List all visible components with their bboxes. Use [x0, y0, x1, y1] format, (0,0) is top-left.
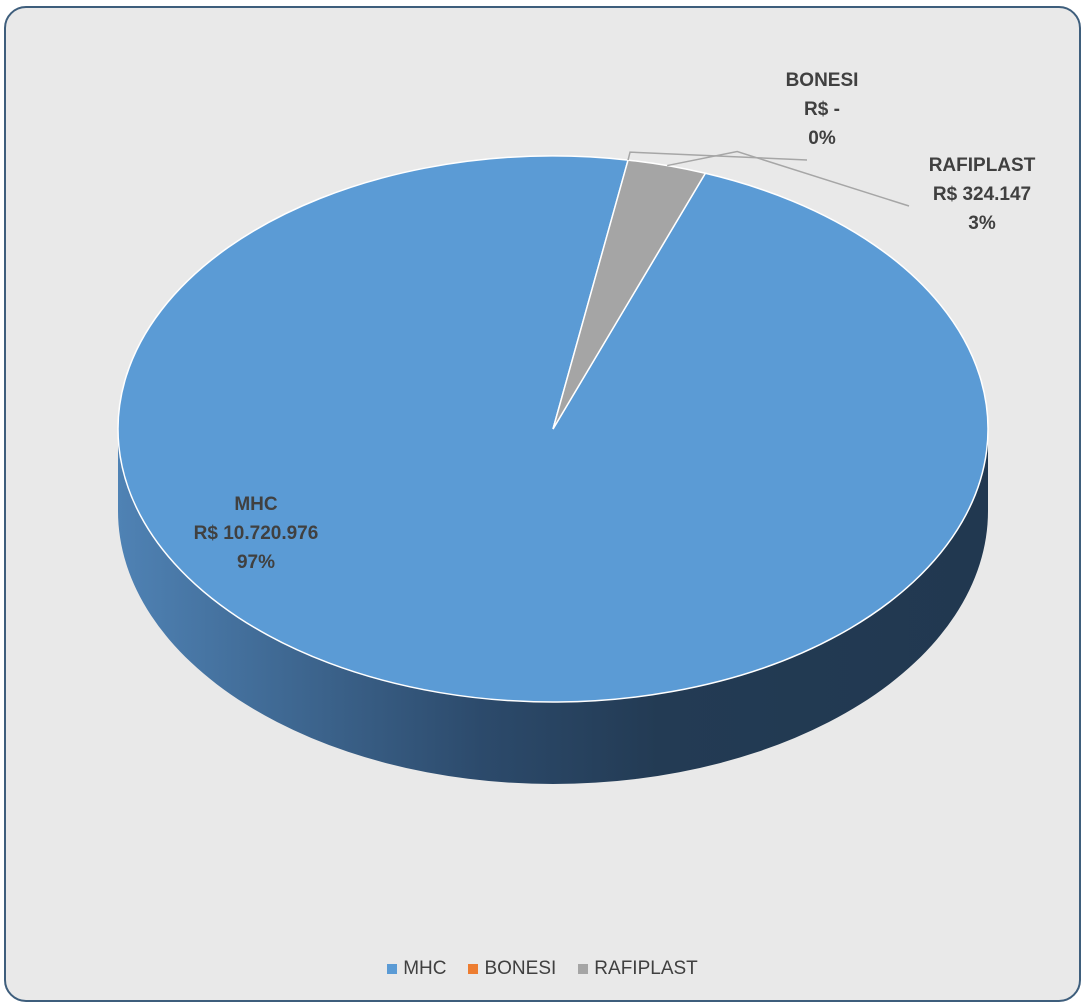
data-label-value: R$ 324.147	[932, 184, 1032, 205]
data-label-mhc: MHC R$ 10.720.976 97%	[176, 490, 336, 577]
legend-label-mhc: MHC	[403, 958, 447, 979]
data-label-bonesi: BONESI R$ - 0%	[762, 66, 882, 153]
chart-area: MHC R$ 10.720.976 97% BONESI R$ - 0% RAF…	[4, 6, 1081, 1002]
pie-chart	[117, 150, 989, 784]
data-label-name: BONESI	[785, 70, 859, 91]
data-label-name: RAFIPLAST	[928, 155, 1036, 176]
leader-line-rafiplast	[667, 150, 910, 207]
data-label-value: R$ 10.720.976	[193, 523, 319, 544]
legend-label-bonesi: BONESI	[484, 958, 557, 979]
data-label-percent: 0%	[808, 128, 836, 149]
legend-swatch-rafiplast	[578, 964, 589, 974]
chart-legend: MHC BONESI RAFIPLAST	[6, 958, 1079, 980]
legend-swatch-mhc	[387, 964, 398, 974]
legend-item-rafiplast: RAFIPLAST	[578, 958, 698, 980]
legend-item-bonesi: BONESI	[468, 958, 556, 980]
pie-side-wall	[118, 429, 988, 784]
legend-item-mhc: MHC	[387, 958, 446, 980]
legend-label-rafiplast: RAFIPLAST	[594, 958, 698, 979]
legend-swatch-bonesi	[468, 964, 479, 974]
data-label-percent: 3%	[968, 213, 996, 234]
data-label-percent: 97%	[236, 552, 276, 573]
data-label-rafiplast: RAFIPLAST R$ 324.147 3%	[912, 151, 1052, 238]
data-label-name: MHC	[234, 494, 278, 515]
leader-line-bonesi	[627, 151, 808, 161]
data-label-value: R$ -	[804, 99, 840, 120]
